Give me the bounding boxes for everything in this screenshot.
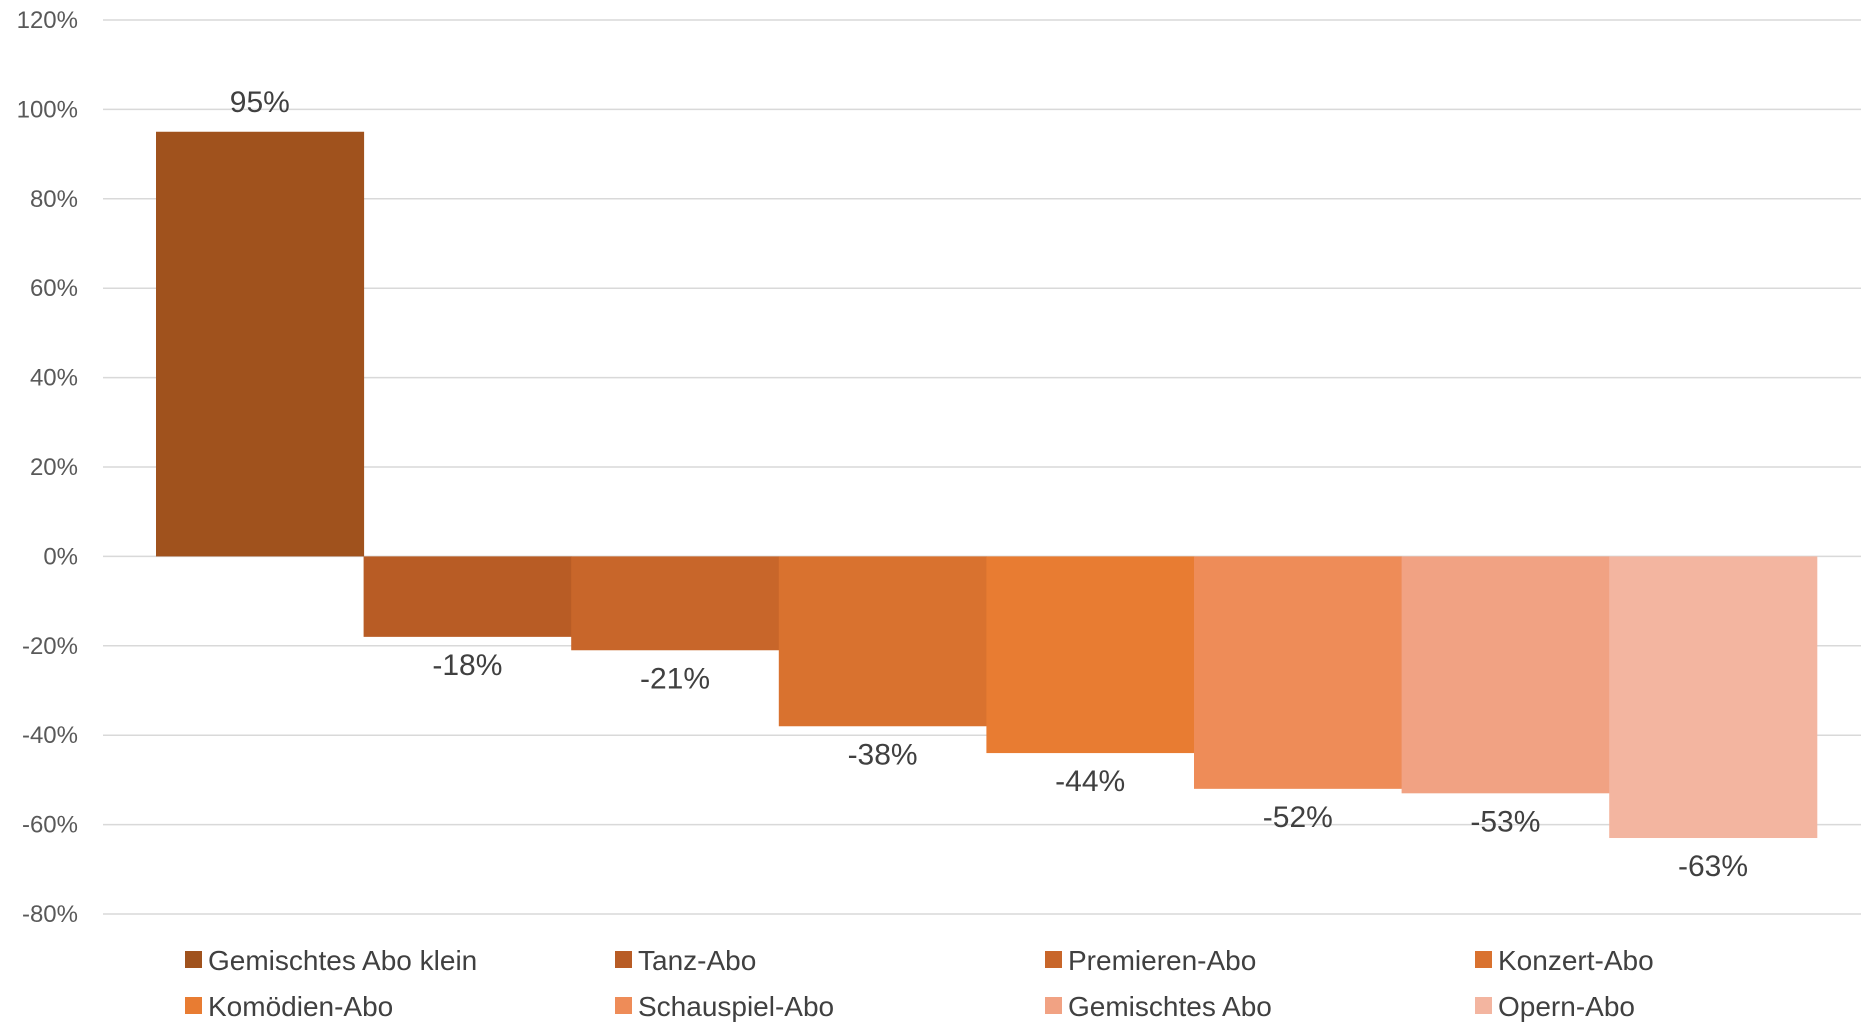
y-tick-label: 120% <box>17 7 78 34</box>
y-tick-label: 100% <box>17 96 78 123</box>
legend-label: Konzert-Abo <box>1498 945 1654 976</box>
bar-opern-abo <box>1609 556 1818 839</box>
bar-tanz-abo <box>363 556 572 637</box>
legend-label: Komödien-Abo <box>208 991 393 1022</box>
legend-swatch <box>615 997 632 1014</box>
legend-label: Premieren-Abo <box>1068 945 1256 976</box>
y-tick-label: -60% <box>22 812 78 839</box>
data-label: -53% <box>1470 805 1540 838</box>
bar-schauspiel-abo <box>1194 556 1403 789</box>
y-tick-label: 0% <box>43 543 78 570</box>
legend-swatch <box>1045 997 1062 1014</box>
legend-label: Tanz-Abo <box>638 945 756 976</box>
legend-item: Gemischtes Abo klein <box>185 945 477 976</box>
y-tick-label: 40% <box>30 365 78 392</box>
data-label: 95% <box>230 86 290 119</box>
data-label: -38% <box>848 738 918 771</box>
y-tick-label: -40% <box>22 722 78 749</box>
bar-konzert-abo <box>778 556 987 727</box>
legend-swatch <box>1045 951 1062 968</box>
legend-item: Schauspiel-Abo <box>615 991 834 1022</box>
y-tick-label: 80% <box>30 186 78 213</box>
legend-item: Gemischtes Abo <box>1045 991 1272 1022</box>
legend-swatch <box>1475 951 1492 968</box>
bar-premieren-abo <box>571 556 780 651</box>
data-labels: 95% -18% -21% -38% -44% -52% -53% -63% <box>230 86 1748 883</box>
legend-swatch <box>615 951 632 968</box>
bar-gemischtes-abo-klein <box>156 131 365 557</box>
bar-gemischtes-abo <box>1401 556 1610 794</box>
data-label: -52% <box>1263 801 1333 834</box>
legend-swatch <box>1475 997 1492 1014</box>
data-label: -18% <box>432 649 502 682</box>
legend-swatch <box>185 951 202 968</box>
legend-item: Tanz-Abo <box>615 945 756 976</box>
legend-item: Premieren-Abo <box>1045 945 1256 976</box>
legend-swatch <box>185 997 202 1014</box>
legend: Gemischtes Abo klein Tanz-Abo Premieren-Ab… <box>185 945 1654 1022</box>
data-label: -21% <box>640 662 710 695</box>
legend-item: Konzert-Abo <box>1475 945 1654 976</box>
legend-label: Schauspiel-Abo <box>638 991 834 1022</box>
y-axis-tick-labels: -80% -60% -40% -20% 0% 20% 40% 60% 80% 100% 120% <box>17 7 78 928</box>
legend-item: Komödien-Abo <box>185 991 393 1022</box>
legend-label: Gemischtes Abo klein <box>208 945 477 976</box>
legend-label: Gemischtes Abo <box>1068 991 1272 1022</box>
data-label: -44% <box>1055 765 1125 798</box>
bars <box>156 131 1818 839</box>
legend-label: Opern-Abo <box>1498 991 1635 1022</box>
y-tick-label: -80% <box>22 901 78 928</box>
y-tick-label: 20% <box>30 454 78 481</box>
y-tick-label: -20% <box>22 633 78 660</box>
legend-item: Opern-Abo <box>1475 991 1635 1022</box>
data-label: -63% <box>1678 850 1748 883</box>
y-tick-label: 60% <box>30 275 78 302</box>
bar-komödien-abo <box>986 556 1195 754</box>
